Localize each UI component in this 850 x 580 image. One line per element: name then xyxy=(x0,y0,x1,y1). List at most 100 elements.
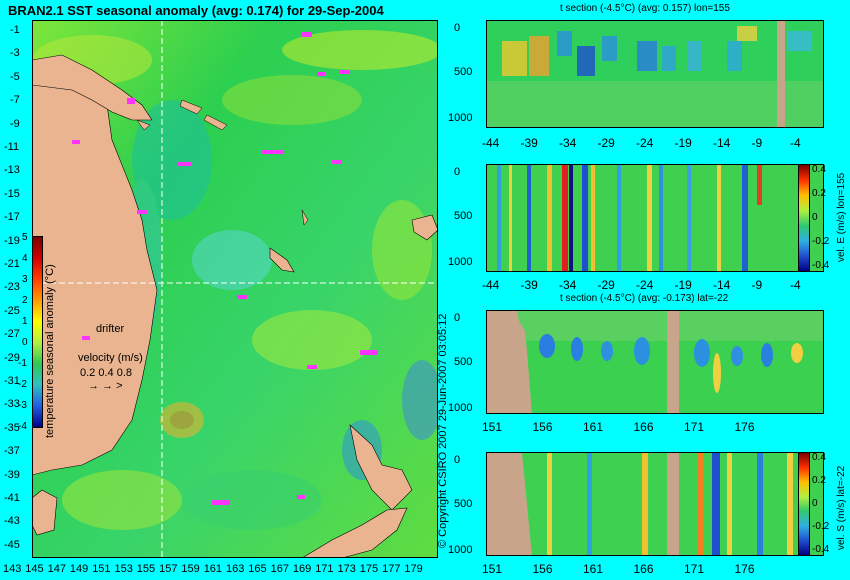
lon-tick: 159 xyxy=(181,563,200,575)
panel2-colorbar xyxy=(798,164,810,272)
colorbar-tick: -2 xyxy=(18,379,27,390)
lon-tick: 157 xyxy=(159,563,178,575)
panel4-svg xyxy=(487,453,823,555)
tasmania-land xyxy=(32,489,58,536)
lon-tick: 177 xyxy=(382,563,401,575)
panel2-section[interactable] xyxy=(486,164,824,272)
cbar-tick: 0 xyxy=(812,212,818,223)
x-tick: -44 xyxy=(482,278,500,292)
fiji-land xyxy=(411,214,438,241)
x-tick: -24 xyxy=(636,278,654,292)
panel2-ytick-0: 0 xyxy=(454,166,461,178)
panel3-svg xyxy=(487,311,823,413)
lat-tick: -7 xyxy=(10,94,20,107)
temperature-colorbar xyxy=(32,236,43,428)
panel2-cbar-label: vel. E (m/s) lon=155 xyxy=(836,172,847,262)
panel2-ytick-1: 500 xyxy=(454,210,473,222)
panel1-ytick-0: 0 xyxy=(454,22,461,34)
x-tick: -34 xyxy=(559,136,577,150)
lat-tick: -31 xyxy=(4,375,20,387)
x-tick: -44 xyxy=(482,136,500,150)
lat-tick: -43 xyxy=(4,515,20,528)
velocity-arrows: → → > xyxy=(88,380,123,392)
lat-tick: -17 xyxy=(4,211,20,224)
lon-tick: 165 xyxy=(248,563,267,575)
lat-tick: -45 xyxy=(4,538,20,551)
x-tick: 161 xyxy=(583,420,604,434)
panel1-ytick-1: 500 xyxy=(454,66,473,78)
x-tick: 156 xyxy=(532,420,553,434)
cbar-tick: 0 xyxy=(812,498,818,509)
sst-map-svg xyxy=(32,20,438,558)
sst-map[interactable] xyxy=(32,20,438,558)
x-tick: 151 xyxy=(482,420,503,434)
lat-tick: -19 xyxy=(4,234,20,247)
x-tick: 171 xyxy=(684,562,705,576)
lat-tick: -21 xyxy=(4,258,20,270)
lon-tick: 161 xyxy=(203,563,223,575)
velocity-label: velocity (m/s) xyxy=(78,352,143,364)
lat-tick: -9 xyxy=(10,117,20,130)
cbar-tick: 0.4 xyxy=(812,452,826,463)
cbar-tick: 0.2 xyxy=(812,188,826,199)
lat-tick: -11 xyxy=(4,141,20,153)
panel1-svg xyxy=(487,21,823,127)
lat-tick: -25 xyxy=(4,304,20,317)
x-tick: -29 xyxy=(597,136,615,150)
velocity-values: 0.2 0.4 0.8 xyxy=(80,367,132,379)
panel1-title: t section (-4.5°C) (avg: 0.157) lon=155 xyxy=(560,3,730,14)
lon-tick: 163 xyxy=(226,563,245,575)
lat-tick: -33 xyxy=(4,398,20,411)
cbar-tick: -0.4 xyxy=(812,260,830,271)
cbar-tick: -0.2 xyxy=(812,236,830,247)
x-tick: -39 xyxy=(520,278,538,292)
new-caledonia-land xyxy=(269,247,295,273)
lat-tick: -37 xyxy=(4,445,20,458)
x-tick: 161 xyxy=(583,562,604,576)
panel3-ytick-2: 1000 xyxy=(448,402,473,414)
colorbar-tick: 3 xyxy=(22,274,28,285)
panel3-title: t section (-4.5°C) (avg: -0.173) lat=-22 xyxy=(560,293,729,304)
colorbar-tick: 2 xyxy=(22,295,28,306)
lon-tick: 149 xyxy=(69,563,89,575)
lat-tick: -15 xyxy=(4,187,20,200)
colorbar-tick: 0 xyxy=(22,337,28,348)
cbar-tick: -0.2 xyxy=(812,521,830,532)
x-tick: 176 xyxy=(734,420,755,434)
drifter-markers xyxy=(72,32,378,505)
lon-tick: 147 xyxy=(47,563,66,575)
x-tick: -19 xyxy=(674,136,692,150)
lat-tick: -29 xyxy=(4,351,20,364)
lon-tick: 167 xyxy=(270,563,289,575)
lat-tick: -5 xyxy=(10,70,20,83)
lon-tick: 153 xyxy=(114,563,133,575)
panel4-section[interactable] xyxy=(486,452,824,556)
lat-tick: -39 xyxy=(4,468,20,481)
colorbar-tick: 4 xyxy=(22,253,28,264)
x-tick: 151 xyxy=(482,562,503,576)
x-tick: 171 xyxy=(684,420,705,434)
lon-tick: 143 xyxy=(3,563,22,575)
colorbar-tick: -4 xyxy=(18,421,27,432)
lon-tick: 179 xyxy=(404,563,423,575)
lon-tick: 151 xyxy=(92,563,111,575)
x-tick: -9 xyxy=(751,278,763,292)
x-tick: -39 xyxy=(520,136,538,150)
panel3-ytick-0: 0 xyxy=(454,312,461,324)
x-tick: -14 xyxy=(713,278,731,292)
drifter-legend-marker xyxy=(82,336,90,340)
lat-tick: -23 xyxy=(4,281,20,294)
lat-tick: -35 xyxy=(4,421,20,434)
lon-tick: 155 xyxy=(136,563,156,575)
panel4-ytick-2: 1000 xyxy=(448,544,473,556)
islands xyxy=(136,99,309,226)
x-tick: -34 xyxy=(559,278,577,292)
map-frame xyxy=(32,20,438,558)
x-tick: -4 xyxy=(790,136,801,150)
panel3-section[interactable] xyxy=(486,310,824,414)
panel1-section[interactable] xyxy=(486,20,824,128)
lat-tick: -27 xyxy=(4,328,20,341)
panel2-svg xyxy=(487,165,823,271)
lat-tick: -13 xyxy=(4,164,20,177)
x-tick: -14 xyxy=(713,136,731,150)
